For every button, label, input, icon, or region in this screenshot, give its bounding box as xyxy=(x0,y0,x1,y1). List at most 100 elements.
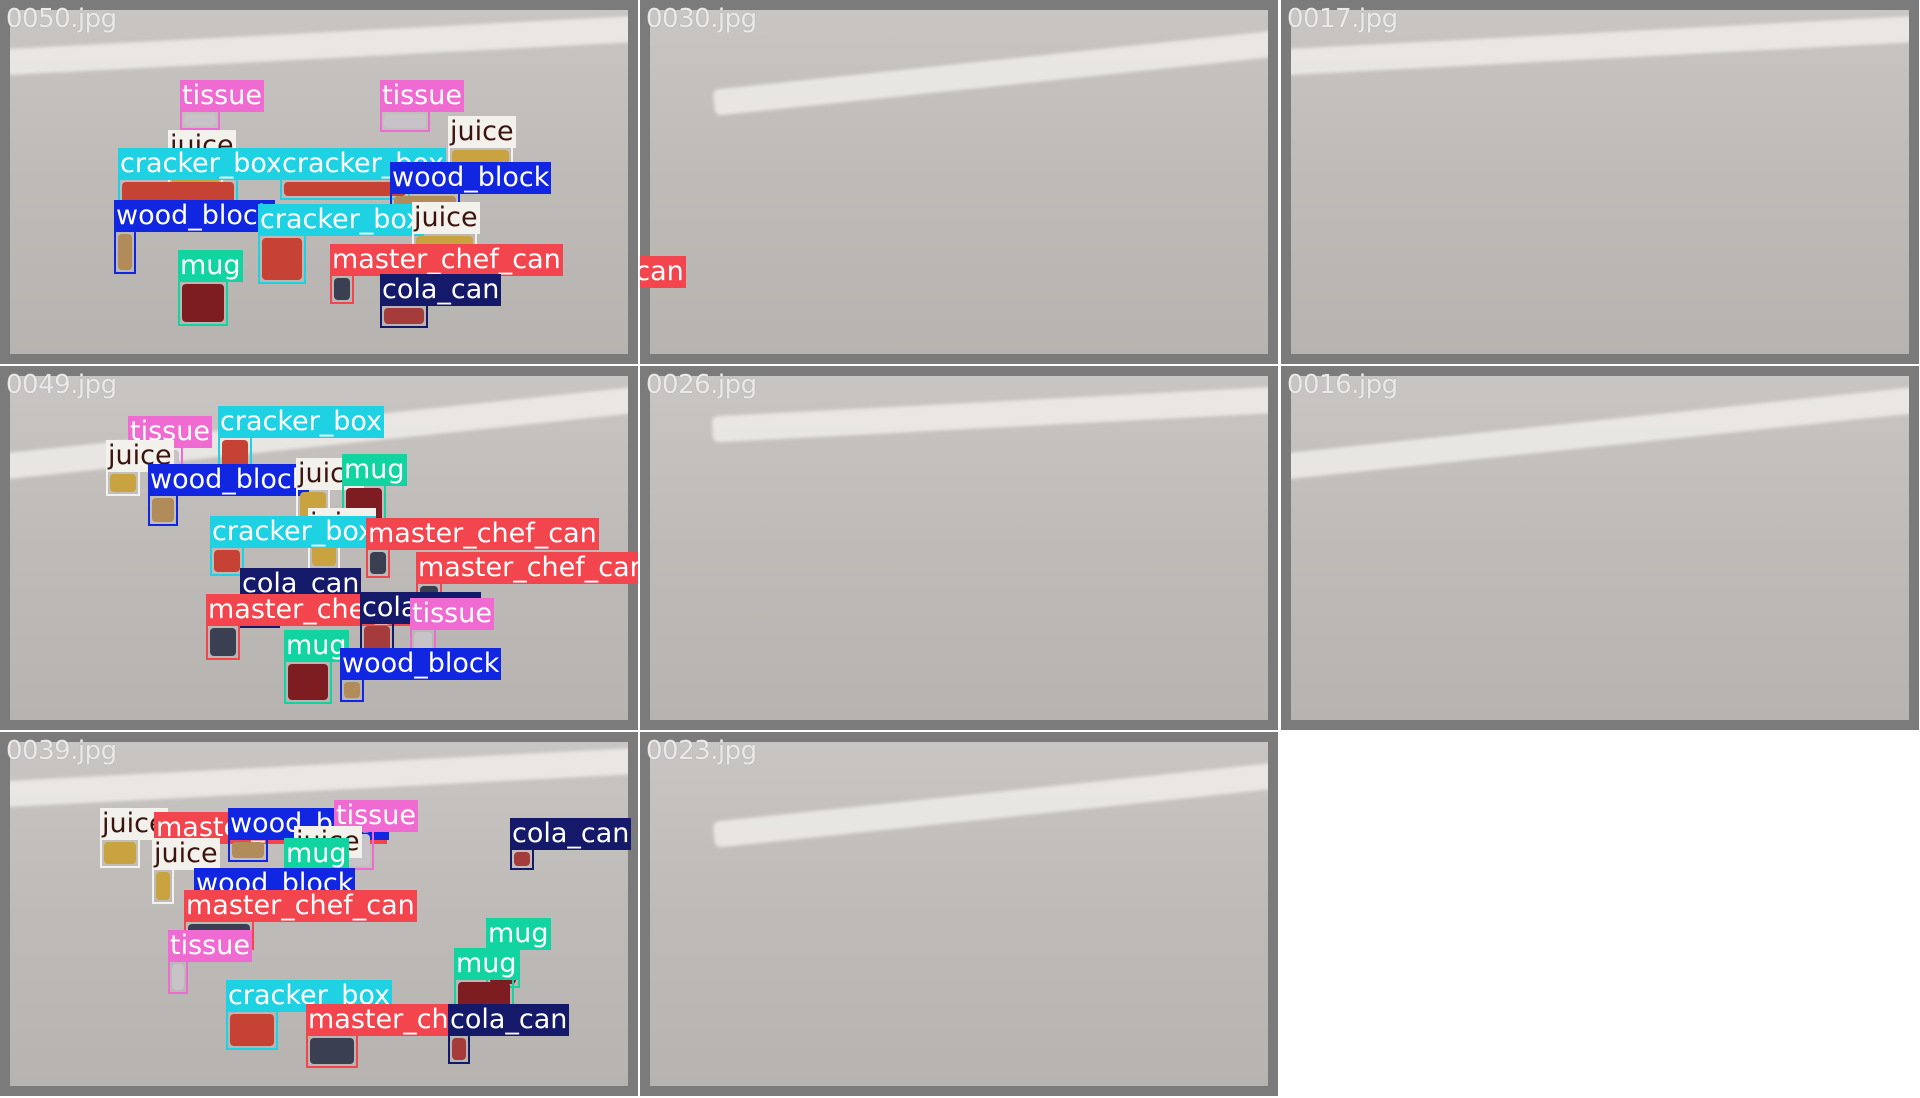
filename-label: 0039.jpg xyxy=(6,736,117,766)
filename-label: 0016.jpg xyxy=(1287,370,1398,400)
cracker-box-object xyxy=(284,182,406,196)
master-chef-can-object xyxy=(334,278,350,300)
bounding-box xyxy=(448,1034,470,1064)
cola-can-object xyxy=(452,1038,466,1060)
cracker-box-object xyxy=(262,238,302,280)
class-label: mug xyxy=(342,454,407,486)
floor-stripe xyxy=(711,377,1268,443)
cracker-box-object xyxy=(214,550,240,572)
bounding-box xyxy=(510,848,534,870)
floor-stripe xyxy=(712,12,1268,116)
class-label: juice xyxy=(412,202,480,234)
bounding-box xyxy=(178,280,228,326)
floor-stripe xyxy=(712,744,1268,848)
class-label: tissue xyxy=(334,800,418,832)
class-label: cracker_box xyxy=(258,204,425,236)
scene-photo xyxy=(650,10,1268,354)
bounding-box xyxy=(106,470,140,496)
bounding-box xyxy=(366,548,390,578)
class-label: cola_can xyxy=(448,1004,570,1036)
juice-object xyxy=(110,474,136,492)
wood-block-object xyxy=(232,842,264,858)
bounding-box xyxy=(340,678,364,702)
scene-photo xyxy=(650,376,1268,720)
filename-label: 0023.jpg xyxy=(646,736,757,766)
bounding-box xyxy=(114,230,136,274)
tissue-object xyxy=(384,114,426,128)
bounding-box xyxy=(148,494,178,526)
class-label: wood_block xyxy=(148,464,310,496)
bounding-box xyxy=(180,110,220,130)
filename-label: 0050.jpg xyxy=(6,4,117,34)
class-label: cracker_box xyxy=(210,516,377,548)
class-label: wood_block xyxy=(114,200,276,232)
detection-panel: 0023.jpgmugmugmaster_chef_cantissuewood_… xyxy=(640,732,1278,1096)
scene-photo xyxy=(650,742,1268,1086)
bounding-box xyxy=(226,1010,278,1050)
filename-label: 0030.jpg xyxy=(646,4,757,34)
class-label: juice xyxy=(152,838,220,870)
filename-label: 0026.jpg xyxy=(646,370,757,400)
juice-object xyxy=(156,872,170,900)
class-label: wood_block xyxy=(340,648,502,680)
bounding-box xyxy=(330,274,354,304)
class-label: master_chef_can xyxy=(416,552,638,584)
class-label: master_chef_can xyxy=(330,244,563,276)
class-label: cracker_box xyxy=(118,148,285,180)
tissue-object xyxy=(184,114,216,126)
cola-can-object xyxy=(514,852,530,866)
bounding-box xyxy=(284,660,332,704)
bounding-box xyxy=(206,624,240,660)
class-label: tissue xyxy=(168,930,252,962)
bounding-box xyxy=(228,838,268,862)
wood-block-object xyxy=(118,234,132,270)
wood-block-object xyxy=(152,498,174,522)
detection-panel: 0030.jpgwood_blockjuicecola_cancola_canc… xyxy=(640,0,1278,364)
bounding-box xyxy=(152,868,174,904)
bounding-box xyxy=(168,960,188,994)
class-label: mug xyxy=(284,630,349,662)
mug-object xyxy=(182,284,224,322)
mug-object xyxy=(288,664,328,700)
master-chef-can-object xyxy=(370,552,386,574)
class-label: mug xyxy=(284,838,349,870)
bounding-box xyxy=(306,1034,358,1068)
detection-panel: 0026.jpgmugmaster_chef_canjuicetissuecol… xyxy=(640,366,1278,730)
class-label: tissue xyxy=(180,80,264,112)
bounding-box xyxy=(210,546,244,576)
class-label: cracker_box xyxy=(218,406,385,438)
class-label: master_chef_can xyxy=(640,256,686,288)
class-label: tissue xyxy=(380,80,464,112)
bounding-box xyxy=(258,234,306,284)
class-label: cracker_box xyxy=(280,148,447,180)
tissue-object xyxy=(172,964,184,990)
detection-panel: 0049.jpg cracker_box tissue juice wood_block… xyxy=(0,366,638,730)
filename-label: 0017.jpg xyxy=(1287,4,1398,34)
class-label: master_chef_can xyxy=(366,518,599,550)
scene-photo xyxy=(1291,376,1909,720)
class-label: mug xyxy=(486,918,551,950)
juice-object xyxy=(104,842,136,864)
bounding-box xyxy=(380,110,430,132)
bounding-box xyxy=(380,304,428,328)
cola-can-object xyxy=(384,308,424,324)
detection-panel: 0017.jpgwood_blocktissuecracker_boxtissu… xyxy=(1281,0,1919,364)
scene-photo xyxy=(1291,10,1909,354)
master-chef-can-object xyxy=(310,1038,354,1064)
wood-block-object xyxy=(344,682,360,698)
class-label: mug xyxy=(178,250,243,282)
filename-label: 0049.jpg xyxy=(6,370,117,400)
cracker-box-object xyxy=(230,1014,274,1046)
class-label: juice xyxy=(448,116,516,148)
class-label: mug xyxy=(454,948,519,980)
class-label: tissue xyxy=(410,598,494,630)
class-label: master_chef_can xyxy=(184,890,417,922)
master-chef-can-object xyxy=(210,628,236,656)
detection-panel: 0016.jpgmugmugwood_blocktissuecola_cancr… xyxy=(1281,366,1919,730)
bounding-box xyxy=(100,838,140,868)
class-label: cola_can xyxy=(380,274,502,306)
detection-panel: 0039.jpgjuicemaster_chef_canwood_blockti… xyxy=(0,732,638,1096)
class-label: wood_block xyxy=(390,162,552,194)
detection-panel: 0050.jpg tissue tissue juice juice cracker_bo… xyxy=(0,0,638,364)
class-label: cola_can xyxy=(510,818,632,850)
